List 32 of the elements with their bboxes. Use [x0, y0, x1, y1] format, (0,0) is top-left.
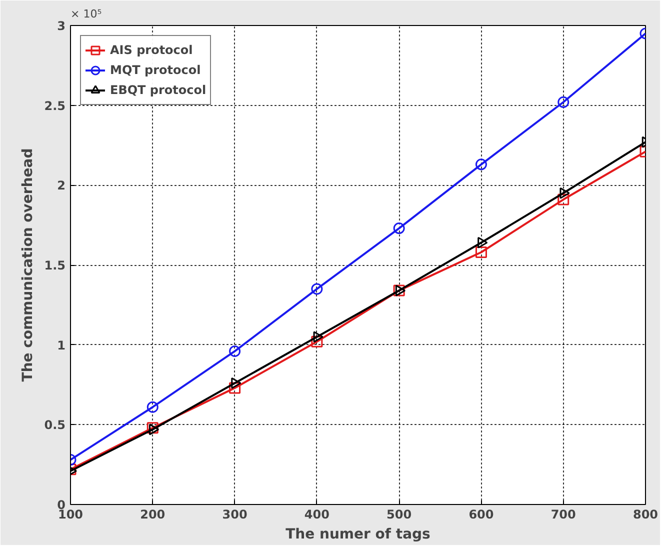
legend-label: EBQT protocol: [110, 83, 206, 97]
x-tick-label: 100: [58, 508, 84, 522]
x-tick-label: 700: [550, 508, 576, 522]
point: [558, 194, 570, 206]
point: [229, 345, 241, 357]
x-tick-label: 400: [304, 508, 330, 522]
point: [313, 331, 324, 343]
point: [475, 158, 487, 170]
y-tick-label: 0.5: [44, 418, 66, 432]
y-tick-label: 1: [57, 338, 66, 352]
legend-label: AIS protocol: [110, 43, 193, 57]
point: [231, 377, 242, 389]
y-tick-label: 1.5: [44, 258, 66, 272]
x-axis-title: The numer of tags: [286, 526, 430, 542]
x-tick-label: 800: [632, 508, 658, 522]
y-tick-label: 2: [57, 178, 66, 193]
y-tick-label: 3: [57, 19, 66, 33]
x-tick-label: 300: [222, 508, 248, 522]
x-tick-label: 200: [140, 508, 166, 522]
point: [311, 283, 323, 295]
y-tick-label: 2.5: [44, 98, 66, 113]
text: × 10⁵: [70, 8, 102, 20]
point: [475, 246, 487, 258]
x-tick-label: 600: [468, 508, 494, 522]
point: [229, 382, 241, 394]
point: [149, 424, 160, 436]
x-tick-label: 500: [386, 508, 412, 522]
legend-label: MQT protocol: [110, 63, 201, 77]
y-axis-title: The communication overhead: [20, 148, 36, 382]
point: [393, 222, 405, 234]
point: [558, 96, 570, 108]
point: [311, 336, 323, 348]
